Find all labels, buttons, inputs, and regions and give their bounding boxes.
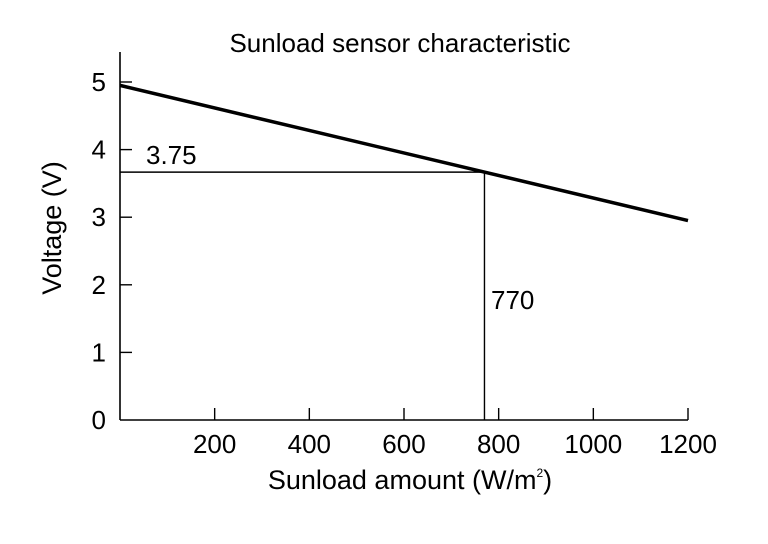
x-tick-labels: 200 400 600 800 1000 1200	[193, 429, 717, 459]
y-tick-labels: 0 1 2 3 4 5	[92, 67, 106, 435]
x-axis-label-main: Sunload amount (W/m	[268, 465, 537, 495]
x-axis-label: Sunload amount (W/m2)	[268, 465, 552, 495]
tick-marks	[120, 81, 689, 420]
y-tick-label: 3	[92, 202, 106, 232]
y-tick-label: 1	[92, 337, 106, 367]
series-lines	[119, 83, 689, 223]
y-axis-label: Voltage (V)	[37, 161, 67, 295]
reference-guides	[120, 171, 486, 420]
y-tick-label: 5	[92, 67, 106, 97]
x-tick-label: 1200	[659, 429, 717, 459]
y-tick-label: 0	[92, 405, 106, 435]
x-tick-label: 800	[477, 429, 520, 459]
x-value-annotation: 770	[491, 285, 534, 315]
x-axis-label-close: )	[543, 465, 552, 495]
series-line	[119, 83, 689, 223]
x-axis-label-superscript: 2	[536, 466, 543, 480]
x-tick-label: 600	[382, 429, 425, 459]
y-tick-label: 4	[92, 135, 106, 165]
chart-title: Sunload sensor characteristic	[229, 28, 570, 58]
y-value-annotation: 3.75	[146, 140, 197, 170]
x-tick-label: 1000	[564, 429, 622, 459]
x-tick-label: 200	[193, 429, 236, 459]
y-tick-label: 2	[92, 270, 106, 300]
x-tick-label: 400	[288, 429, 331, 459]
